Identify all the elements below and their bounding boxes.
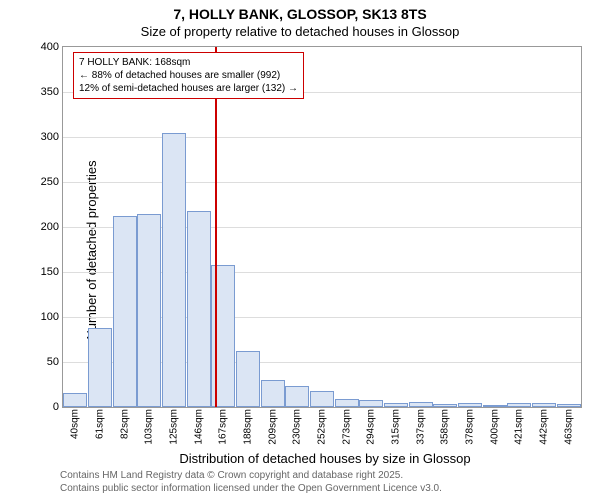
histogram-bar [261, 380, 285, 407]
histogram-bar [335, 399, 359, 407]
x-tick-label: 40sqm [70, 409, 81, 439]
grid-line [63, 137, 581, 138]
histogram-bar [532, 403, 556, 407]
x-tick-label: 294sqm [366, 409, 377, 445]
x-tick-label: 125sqm [169, 409, 180, 445]
histogram-bar [557, 404, 581, 407]
footnote-line1: Contains HM Land Registry data © Crown c… [60, 470, 442, 483]
x-tick-label: 315sqm [391, 409, 402, 445]
chart-title: 7, HOLLY BANK, GLOSSOP, SK13 8TS [0, 6, 600, 22]
histogram-bar [384, 403, 408, 407]
marker-line [215, 47, 217, 407]
grid-line [63, 182, 581, 183]
x-axis-label: Distribution of detached houses by size … [60, 451, 590, 466]
x-tick-label: 167sqm [218, 409, 229, 445]
x-tick-label: 358sqm [440, 409, 451, 445]
histogram-bar [483, 405, 507, 407]
histogram-bar [285, 386, 309, 407]
x-tick-label: 103sqm [144, 409, 155, 445]
x-tick-label: 463sqm [563, 409, 574, 445]
histogram-bar [433, 404, 457, 407]
y-tick-label: 200 [41, 221, 59, 233]
x-tick-label: 82sqm [119, 409, 130, 439]
y-tick-label: 100 [41, 311, 59, 323]
x-tick-label: 421sqm [514, 409, 525, 445]
x-tick-label: 400sqm [489, 409, 500, 445]
x-tick-label: 146sqm [193, 409, 204, 445]
footnote: Contains HM Land Registry data © Crown c… [60, 470, 442, 495]
marker-annotation: 7 HOLLY BANK: 168sqm← 88% of detached ho… [73, 52, 304, 99]
marker-line2: ← 88% of detached houses are smaller (99… [79, 69, 298, 82]
x-tick-label: 337sqm [415, 409, 426, 445]
histogram-bar [359, 400, 383, 407]
x-tick-label: 209sqm [267, 409, 278, 445]
histogram-bar [162, 133, 186, 408]
histogram-bar [63, 393, 87, 407]
x-tick-label: 378sqm [465, 409, 476, 445]
chart-container: 7, HOLLY BANK, GLOSSOP, SK13 8TS Size of… [0, 0, 600, 500]
x-tick-label: 252sqm [317, 409, 328, 445]
marker-line1: 7 HOLLY BANK: 168sqm [79, 56, 298, 69]
histogram-bar [458, 403, 482, 407]
y-tick-label: 50 [47, 356, 59, 368]
y-tick-label: 250 [41, 176, 59, 188]
plot-area: 05010015020025030035040040sqm61sqm82sqm1… [62, 46, 582, 408]
y-tick-label: 0 [53, 401, 59, 413]
histogram-bar [137, 214, 161, 407]
y-tick-label: 150 [41, 266, 59, 278]
histogram-bar [507, 403, 531, 407]
x-tick-label: 442sqm [539, 409, 550, 445]
marker-line3: 12% of semi-detached houses are larger (… [79, 82, 298, 95]
x-tick-label: 188sqm [243, 409, 254, 445]
histogram-bar [88, 328, 112, 407]
x-tick-label: 273sqm [341, 409, 352, 445]
histogram-bar [187, 211, 211, 407]
chart-subtitle: Size of property relative to detached ho… [0, 24, 600, 39]
histogram-bar [310, 391, 334, 407]
y-tick-label: 300 [41, 131, 59, 143]
histogram-bar [236, 351, 260, 407]
x-tick-label: 230sqm [292, 409, 303, 445]
histogram-bar [113, 216, 137, 407]
y-tick-label: 400 [41, 41, 59, 53]
x-tick-label: 61sqm [95, 409, 106, 439]
y-tick-label: 350 [41, 86, 59, 98]
histogram-bar [409, 402, 433, 407]
footnote-line2: Contains public sector information licen… [60, 483, 442, 496]
